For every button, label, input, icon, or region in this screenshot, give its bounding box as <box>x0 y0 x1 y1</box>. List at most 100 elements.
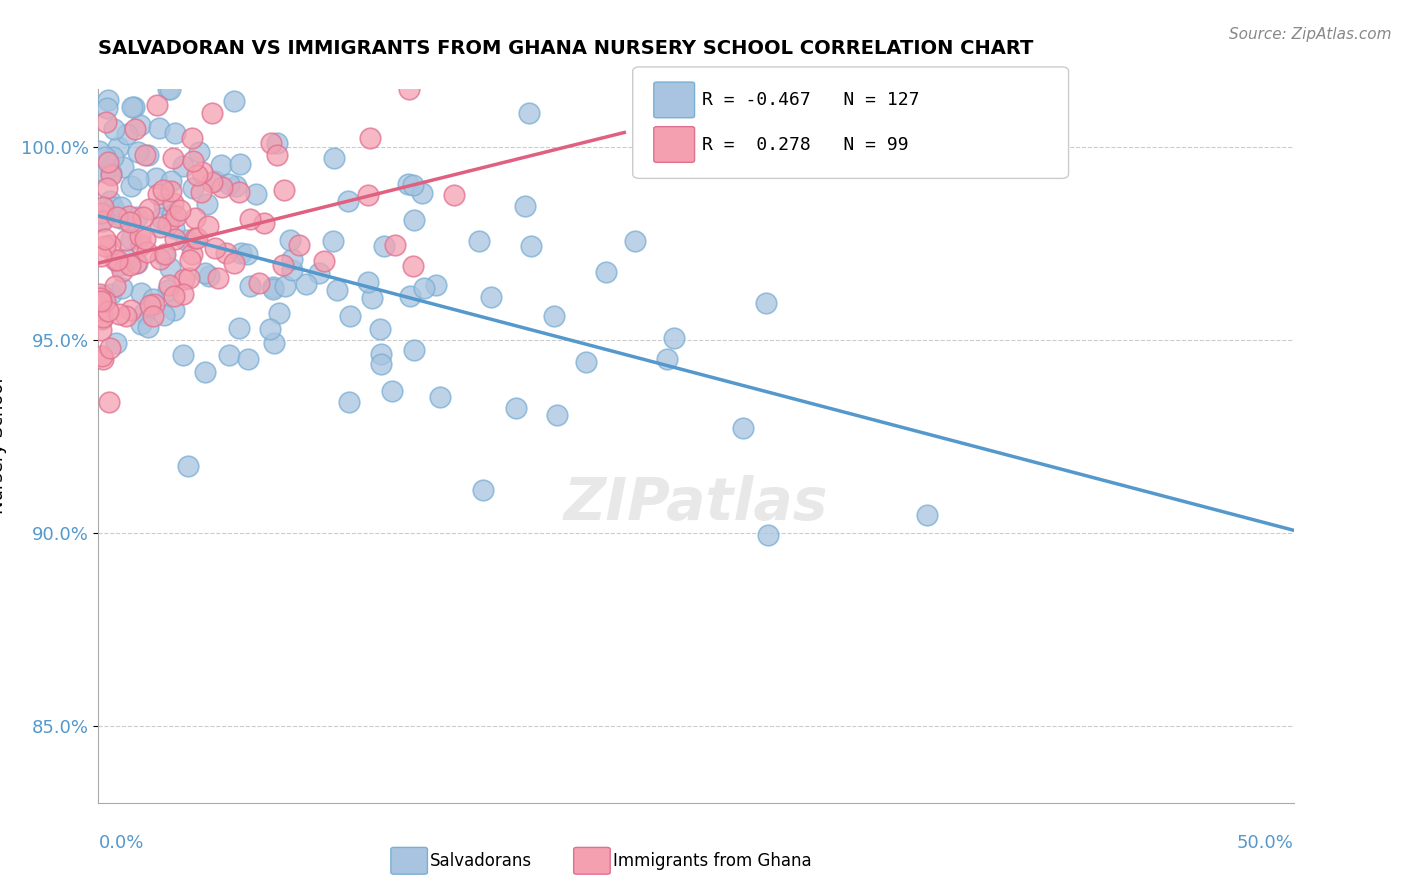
Point <box>149 220 172 235</box>
Point <box>288 237 311 252</box>
Point <box>94 165 117 179</box>
Point <box>337 194 360 209</box>
Point <box>326 284 349 298</box>
Point <box>90 312 112 326</box>
Point <box>162 195 184 210</box>
Point <box>402 178 425 193</box>
Point <box>117 209 139 223</box>
Point <box>177 271 200 285</box>
Point <box>163 302 186 317</box>
Point <box>381 384 404 399</box>
Point <box>245 187 267 202</box>
Point <box>222 256 245 270</box>
Point <box>228 321 250 335</box>
Point <box>89 287 111 301</box>
Point <box>172 286 194 301</box>
Point <box>229 157 252 171</box>
Point <box>322 151 344 165</box>
Point <box>384 237 406 252</box>
Point <box>543 309 565 323</box>
Point <box>129 317 152 331</box>
Point <box>94 239 117 253</box>
Point <box>111 211 134 226</box>
Point <box>136 147 159 161</box>
Point <box>731 420 754 434</box>
Point <box>575 355 598 369</box>
Point <box>159 82 181 96</box>
Text: R = -0.467   N = 127: R = -0.467 N = 127 <box>702 91 920 109</box>
Point <box>370 347 392 361</box>
Point <box>201 105 224 120</box>
Point <box>262 283 284 297</box>
Point <box>505 401 527 415</box>
Point <box>186 168 208 182</box>
Point <box>91 310 114 325</box>
Point <box>204 242 226 256</box>
Point <box>142 297 165 311</box>
Point <box>195 196 218 211</box>
Point <box>98 237 121 252</box>
Point <box>295 277 318 292</box>
Point <box>269 305 291 319</box>
Point <box>115 252 138 267</box>
Point <box>145 171 167 186</box>
Point <box>111 281 134 295</box>
Point <box>163 288 186 302</box>
Point <box>218 177 240 191</box>
Point <box>194 365 217 379</box>
Point <box>281 252 304 266</box>
Point <box>262 279 284 293</box>
Point <box>197 219 219 233</box>
Point <box>194 266 217 280</box>
Point <box>229 246 252 260</box>
Point <box>181 181 204 195</box>
Point <box>120 215 142 229</box>
Point <box>156 217 179 231</box>
Point <box>96 94 118 108</box>
Point <box>115 309 138 323</box>
Point <box>155 246 177 260</box>
Point <box>132 305 155 319</box>
Point <box>260 136 283 150</box>
Point <box>136 320 159 334</box>
Point <box>90 249 112 263</box>
Point <box>124 121 146 136</box>
Point <box>127 171 149 186</box>
Point <box>93 200 115 214</box>
Point <box>120 303 142 318</box>
Point <box>112 160 135 174</box>
Point <box>413 280 436 294</box>
Point <box>179 252 201 267</box>
Point <box>129 286 152 301</box>
Point <box>312 254 335 268</box>
Point <box>91 214 114 228</box>
Point <box>120 232 142 246</box>
Point <box>110 259 132 273</box>
Text: Salvadorans: Salvadorans <box>430 852 533 870</box>
Point <box>142 310 165 324</box>
Point <box>162 151 184 165</box>
Point <box>91 349 114 363</box>
Point <box>138 202 160 216</box>
Point <box>157 278 180 293</box>
Point <box>159 260 181 275</box>
Point <box>190 165 212 179</box>
Point <box>655 351 678 366</box>
Point <box>370 357 392 371</box>
Point <box>129 237 152 252</box>
Point <box>266 136 288 151</box>
Point <box>411 186 433 200</box>
Point <box>125 255 148 269</box>
Point <box>339 309 361 323</box>
Point <box>122 100 145 114</box>
Point <box>94 231 117 245</box>
Point <box>105 336 128 351</box>
Point <box>105 252 128 267</box>
Point <box>425 278 447 293</box>
Point <box>177 458 200 473</box>
Point <box>273 258 295 272</box>
Point <box>253 216 276 230</box>
Text: 50.0%: 50.0% <box>1237 834 1294 852</box>
Point <box>180 247 202 261</box>
Point <box>120 178 142 193</box>
